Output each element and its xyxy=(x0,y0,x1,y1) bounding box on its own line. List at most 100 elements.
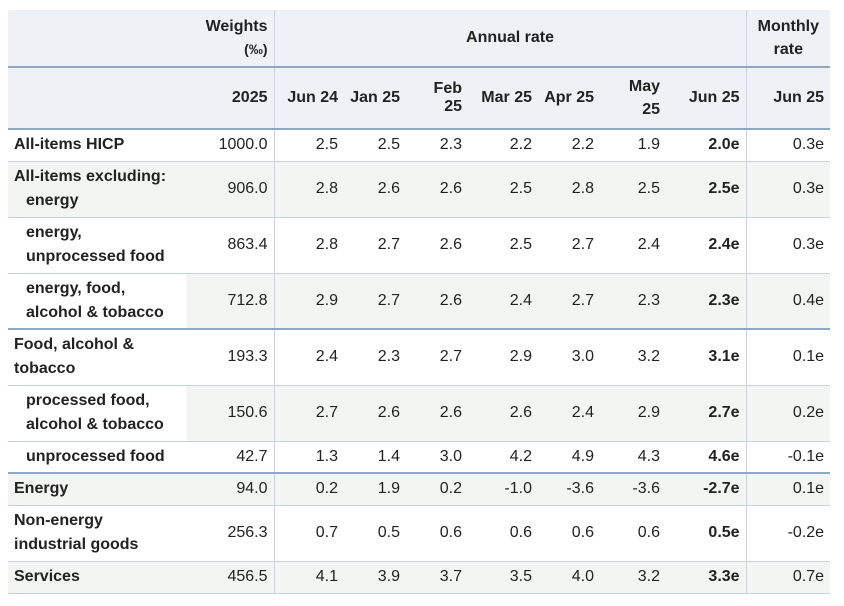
annual-rate-cell: 2.7 xyxy=(571,236,594,253)
annual-rate-cell: 2.3 xyxy=(439,136,462,154)
row-label: Non-energy industrial goods xyxy=(8,505,186,561)
table-row: Services 456.5 4.1 3.9 3.7 3.5 4.0 3.2 3.3e 0.7e xyxy=(8,561,831,593)
table-row: energy, food, alcohol & tobacco 712.8 2.9 2.… xyxy=(8,273,831,329)
weight-cell: 94.0 xyxy=(186,473,275,505)
annual-rate-cell: 3.1e xyxy=(708,348,740,366)
column-header: May 25 xyxy=(600,66,666,130)
row-label: processed food, alcohol & tobacco xyxy=(8,385,186,441)
annual-rate-cell: 2.8 xyxy=(274,161,344,217)
table-row: Energy 94.0 0.2 1.9 0.2 -1.0 -3.6 -3.6 -2.7e 0.1e xyxy=(8,473,831,505)
annual-rate-cell: 4.1 xyxy=(274,561,344,593)
annual-rate-cell: 2.5e xyxy=(666,161,747,217)
header-row-1: Weights (‰) Annual rate Monthly rate xyxy=(8,10,831,67)
annual-rate-cell: 3.0 xyxy=(439,447,462,465)
row-label-line: industrial goods xyxy=(14,536,139,553)
annual-rate-cell: 2.9 xyxy=(509,348,532,366)
annual-rate-cell: 2.4 xyxy=(468,273,538,329)
monthly-rate-cell: 0.7e xyxy=(745,561,831,593)
row-label-line: All-items HICP xyxy=(14,136,125,154)
column-header: Feb 25 xyxy=(406,66,468,130)
annual-rate-cell: 2.7 xyxy=(344,273,406,329)
table-row: Non-energy industrial goods 256.3 0.7 0.5 0.6… xyxy=(8,505,831,561)
column-header: Apr 25 xyxy=(538,66,600,130)
annual-rate-cell: 3.5 xyxy=(468,561,538,593)
annual-rate-cell: 2.5 xyxy=(468,161,538,217)
row-label: All-items HICP xyxy=(8,129,186,161)
table-row: Food, alcohol & tobacco 193.3 2.4 2.3 2.7 2.9 3… xyxy=(8,329,831,385)
row-label-line: Food, alcohol & xyxy=(14,336,134,354)
annual-rate-cell: 2.6 xyxy=(439,236,462,253)
annual-rate-cell: 2.3 xyxy=(377,348,400,366)
annual-rate-cell: 2.6 xyxy=(406,161,468,217)
row-label: energy, food, alcohol & tobacco xyxy=(8,273,186,329)
annual-rate-cell: 0.6 xyxy=(571,524,594,541)
annual-rate-cell: 1.9 xyxy=(637,136,660,154)
annual-rate-cell: 0.6 xyxy=(439,524,462,541)
annual-rate-cell: -3.6 xyxy=(538,473,600,505)
annual-rate-cell: 2.7e xyxy=(666,385,747,441)
monthly-rate-header: Monthly rate xyxy=(745,10,831,67)
monthly-rate-cell: 0.3e xyxy=(745,129,831,161)
annual-rate-cell: 2.4e xyxy=(708,236,740,253)
row-label-line: Energy xyxy=(14,480,69,498)
row-label: Food, alcohol & tobacco xyxy=(8,329,186,385)
annual-rate-cell: 2.4 xyxy=(315,348,338,366)
column-header-may: May 25 xyxy=(628,78,660,118)
annual-rate-cell: 2.0e xyxy=(708,136,740,154)
weights-unit: (‰) xyxy=(244,41,268,57)
annual-rate-cell: 1.4 xyxy=(377,447,400,465)
annual-rate-cell: 0.6 xyxy=(509,524,532,541)
header-corner xyxy=(8,10,186,67)
annual-rate-cell: 2.2 xyxy=(571,136,594,154)
row-label-line: Non-energy xyxy=(14,512,103,529)
annual-rate-cell: 2.8 xyxy=(315,236,338,253)
annual-rate-cell: 4.9 xyxy=(571,447,594,465)
annual-rate-cell: 2.7 xyxy=(538,273,600,329)
table-row: energy, unprocessed food 863.4 2.8 2.7 2.6 2.5… xyxy=(8,217,831,273)
annual-rate-cell: 2.7 xyxy=(439,348,462,366)
annual-rate-cell: 0.6 xyxy=(637,524,660,541)
weight-cell: 863.4 xyxy=(186,217,275,273)
annual-rate-cell: 2.6 xyxy=(468,385,538,441)
row-label-line: energy, food, xyxy=(26,279,126,297)
weight-cell: 150.6 xyxy=(186,385,275,441)
weight-cell: 42.7 xyxy=(186,441,275,473)
annual-rate-cell: 2.3 xyxy=(600,273,666,329)
annual-rate-cell: 3.2 xyxy=(637,348,660,366)
monthly-rate-cell: 0.4e xyxy=(745,273,831,329)
weight-cell: 193.3 xyxy=(186,329,275,385)
row-label: energy, unprocessed food xyxy=(8,217,186,273)
column-header: Jun 24 xyxy=(274,66,344,130)
table-header: Weights (‰) Annual rate Monthly rate 2025 … xyxy=(8,10,831,130)
row-label: Energy xyxy=(8,473,186,505)
annual-rate-cell: 0.2 xyxy=(274,473,344,505)
annual-rate-cell: 3.2 xyxy=(600,561,666,593)
annual-rate-cell: 2.5 xyxy=(509,236,532,253)
column-header: 2025 xyxy=(186,66,275,130)
row-label-line: All-items excluding: xyxy=(14,168,167,185)
annual-rate-cell: 2.9 xyxy=(600,385,666,441)
annual-rate-cell: 4.6e xyxy=(708,447,740,465)
annual-rate-cell: 1.9 xyxy=(344,473,406,505)
monthly-label-1: Monthly xyxy=(757,18,819,35)
row-label: Services xyxy=(8,561,186,593)
weight-cell: 906.0 xyxy=(186,161,275,217)
weight-cell: 456.5 xyxy=(186,561,275,593)
table-row: processed food, alcohol & tobacco 150.6 2.7… xyxy=(8,385,831,441)
annual-rate-cell: 1.3 xyxy=(315,447,338,465)
row-label-line: unprocessed food xyxy=(26,447,165,465)
row-label-line: alcohol & tobacco xyxy=(26,303,164,321)
monthly-rate-cell: 0.2e xyxy=(745,385,831,441)
monthly-rate-cell: 0.1e xyxy=(745,329,831,385)
table-row: All-items HICP 1000.0 2.5 2.5 2.3 2.2 2.2 1.9 2.… xyxy=(8,129,831,161)
annual-rate-cell: 3.3e xyxy=(666,561,747,593)
monthly-rate-cell: 0.3e xyxy=(745,161,831,217)
annual-rate-cell: 2.6 xyxy=(406,273,468,329)
annual-rate-cell: 3.0 xyxy=(571,348,594,366)
annual-rate-cell: 0.5e xyxy=(708,524,740,541)
table-body: All-items HICP 1000.0 2.5 2.5 2.3 2.2 2.2 1.9 2.… xyxy=(8,129,831,593)
annual-rate-cell: 4.2 xyxy=(509,447,532,465)
row-label-line: energy xyxy=(26,192,79,209)
annual-rate-cell: -3.6 xyxy=(600,473,666,505)
annual-rate-cell: 2.5 xyxy=(600,161,666,217)
